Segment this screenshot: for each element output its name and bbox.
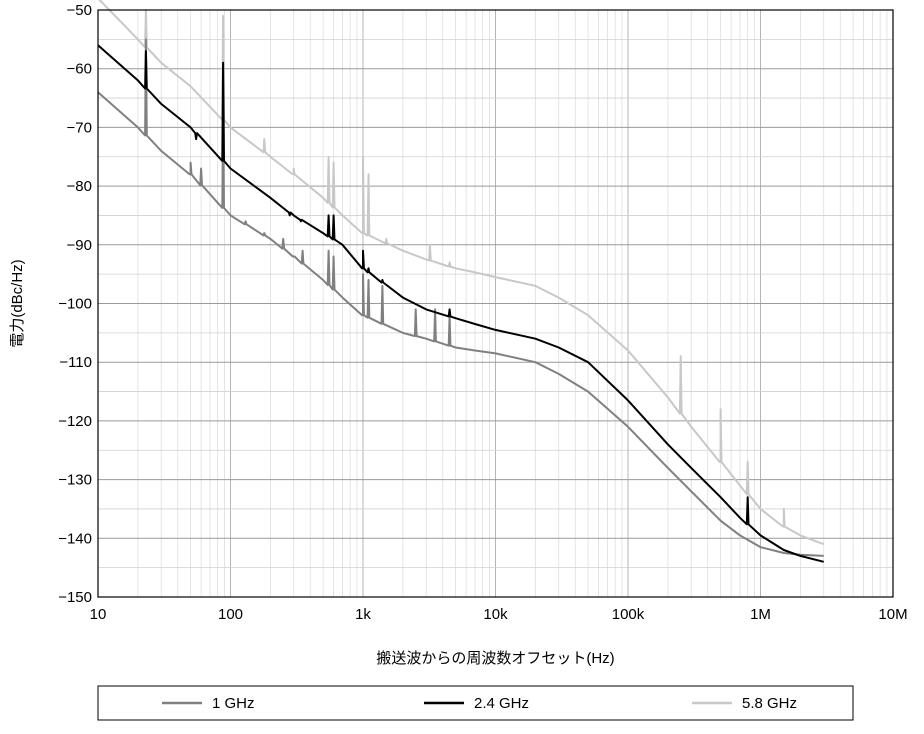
y-tick-label: −90	[67, 237, 92, 254]
series-layer	[97, 0, 825, 563]
series-line-2-4-ghz	[97, 44, 824, 563]
x-tick-label: 10M	[878, 606, 907, 623]
x-axis-title: 搬送波からの周波数オフセット(Hz)	[376, 650, 614, 667]
legend-box	[97, 685, 854, 721]
legend-label-1ghz: 1 GHz	[212, 695, 255, 712]
x-tick-label: 1M	[750, 606, 771, 623]
x-tick-label: 10	[90, 606, 107, 623]
legend-label-5-8ghz: 5.8 GHz	[742, 695, 797, 712]
y-tick-label: −100	[58, 296, 92, 313]
y-tick-label: −120	[58, 413, 92, 430]
y-axis-title: 電力(dBc/Hz)	[9, 259, 26, 347]
x-tick-label: 100	[218, 606, 243, 623]
y-tick-label: −50	[67, 2, 92, 19]
plot-area-frame	[97, 9, 894, 598]
x-tick-label: 10k	[483, 606, 508, 623]
series-line-5-8-ghz	[98, 0, 825, 546]
y-tick-label: −110	[59, 354, 92, 371]
y-tick-label: −150	[58, 589, 92, 606]
grid-layer	[97, 9, 893, 598]
x-tick-label: 1k	[355, 606, 371, 623]
x-tick-label: 100k	[612, 606, 645, 623]
tick-layer: 10 100 1k 10k 100k 1M 10M −50 −60 −70 −80 −90 −100 −1…	[58, 2, 907, 623]
series-line-1-ghz	[97, 38, 824, 557]
y-tick-label: −60	[67, 61, 92, 78]
legend-label-2-4ghz: 2.4 GHz	[474, 695, 529, 712]
y-tick-label: −80	[67, 178, 92, 195]
y-tick-label: −130	[58, 472, 92, 489]
legend: 1 GHz 2.4 GHz 5.8 GHz	[97, 685, 854, 721]
y-tick-label: −70	[67, 119, 92, 136]
y-tick-label: −140	[58, 530, 92, 547]
